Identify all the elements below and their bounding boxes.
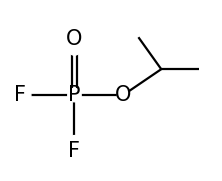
Circle shape	[117, 89, 129, 101]
Circle shape	[21, 90, 31, 100]
Text: P: P	[68, 85, 81, 105]
Circle shape	[69, 44, 80, 55]
Text: O: O	[66, 29, 83, 49]
Circle shape	[69, 136, 80, 146]
Text: O: O	[115, 85, 131, 105]
Text: F: F	[14, 85, 26, 105]
Circle shape	[68, 88, 81, 102]
Text: F: F	[68, 141, 80, 161]
